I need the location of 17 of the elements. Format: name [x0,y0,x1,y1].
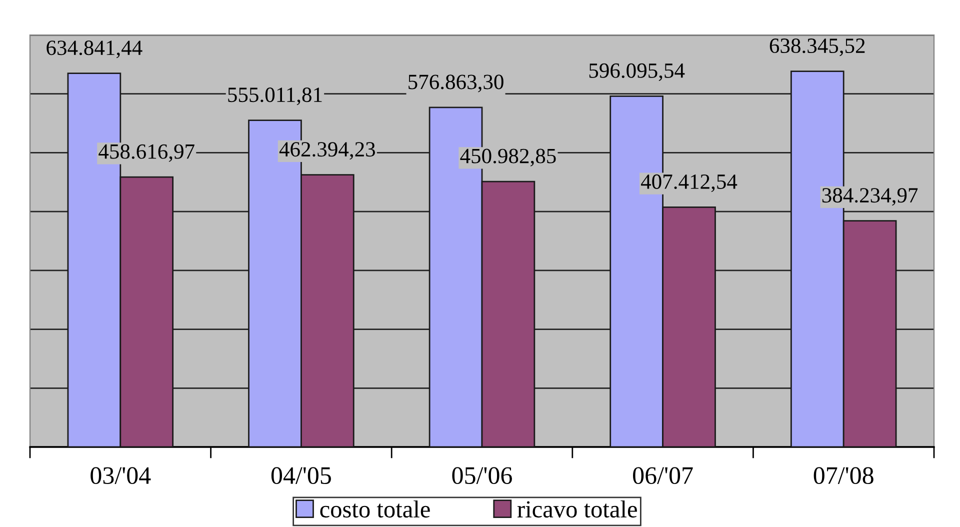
x-tick-label: 07/'08 [814,467,874,484]
data-label: 576.863,30 [408,74,504,92]
x-tick-label: 05/'06 [452,467,512,484]
legend-label: costo totale [320,500,430,518]
data-label: 638.345,52 [770,38,865,56]
x-tick-label: 04/'05 [271,467,331,484]
legend-label: ricavo totale [517,500,637,518]
data-label: 462.394,23 [279,142,376,160]
data-label: 634.841,44 [46,40,142,58]
data-label: 555.011,81 [228,88,322,106]
data-label: 596.095,54 [589,63,685,81]
x-tick-label: 06/'07 [633,467,693,484]
data-label: 458.616,97 [98,144,194,162]
x-tick-label: 03/'04 [90,467,151,484]
data-label: 384.234,97 [822,188,918,206]
data-label: 450.982,85 [460,148,556,166]
data-label: 407.412,54 [641,174,738,192]
